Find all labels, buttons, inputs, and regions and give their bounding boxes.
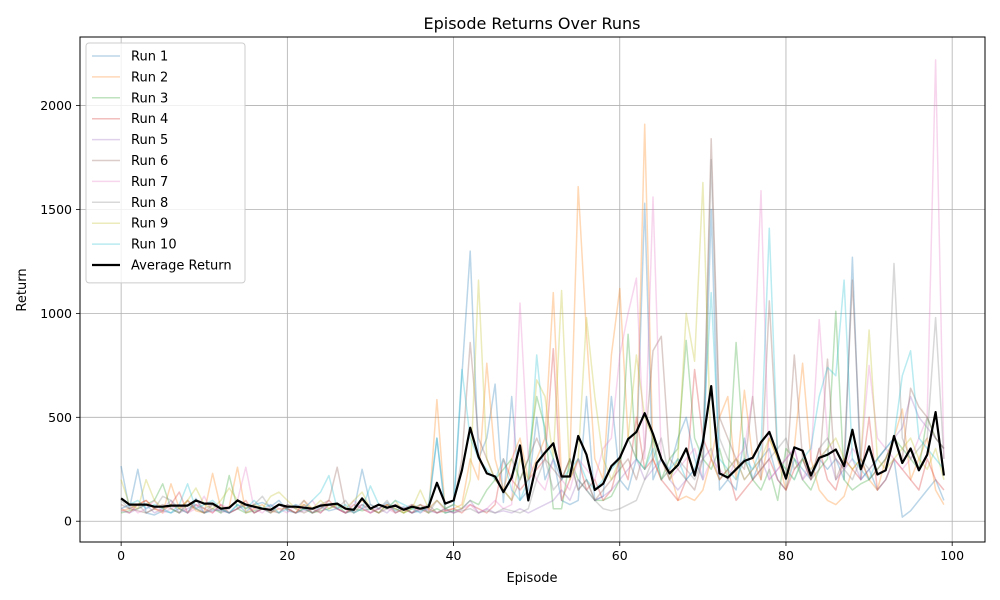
series-line-run-1 — [120, 202, 945, 518]
y-axis-title: Return — [15, 268, 30, 311]
x-tick-label: 100 — [940, 548, 964, 563]
x-tick-label: 40 — [446, 548, 462, 563]
series-line-average-return — [120, 385, 945, 511]
y-tick-label: 2000 — [40, 98, 72, 113]
series-line-run-10 — [120, 227, 945, 514]
legend: Run 1 Run 2 Run 3 Run 4 Run 5 Run 6 Run 7 Run 8… — [85, 42, 246, 284]
y-tick-label: 500 — [48, 410, 72, 425]
series-line-run-7 — [120, 59, 945, 514]
x-tick-label: 80 — [778, 548, 794, 563]
legend-label-run-8: Run 8 — [131, 196, 168, 211]
series-line-run-4 — [120, 347, 945, 514]
legend-label-run-10: Run 10 — [131, 238, 177, 253]
legend-label-run-5: Run 5 — [131, 133, 168, 148]
series-lines — [120, 59, 945, 518]
legend-label-run-6: Run 6 — [131, 154, 168, 169]
x-tick-label: 60 — [612, 548, 628, 563]
series-line-run-3 — [120, 310, 945, 514]
chart-title: Episode Returns Over Runs — [423, 14, 640, 33]
legend-label-run-7: Run 7 — [131, 175, 168, 190]
grid-lines — [80, 37, 985, 542]
y-tick-label: 0 — [64, 514, 72, 529]
x-tick-label: 0 — [117, 548, 125, 563]
legend-label-average-return: Average Return — [131, 259, 232, 274]
legend-label-run-4: Run 4 — [131, 112, 168, 127]
x-axis-title: Episode — [506, 571, 557, 586]
series-line-run-8 — [120, 158, 945, 514]
series-line-run-6 — [120, 138, 945, 514]
legend-label-run-3: Run 3 — [131, 91, 168, 106]
plot-frame — [79, 36, 986, 543]
y-tick-label: 1000 — [40, 306, 72, 321]
legend-label-run-2: Run 2 — [131, 70, 168, 85]
series-line-run-5 — [120, 395, 945, 514]
legend-label-run-1: Run 1 — [131, 50, 168, 65]
legend-label-run-9: Run 9 — [131, 217, 168, 232]
y-tick-label: 1500 — [40, 202, 72, 217]
legend-box — [85, 42, 246, 284]
x-tick-label: 20 — [279, 548, 295, 563]
